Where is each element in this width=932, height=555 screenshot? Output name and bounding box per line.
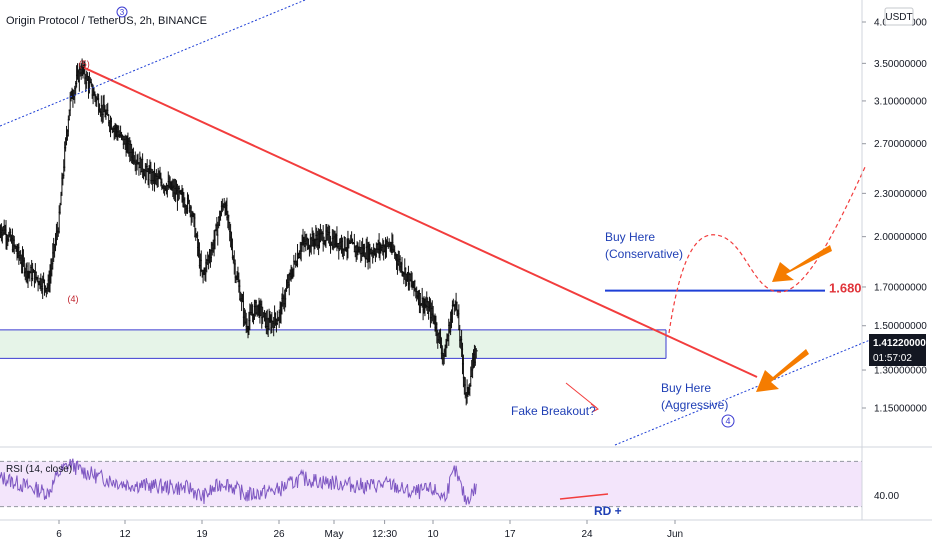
price-tick-label: 1.70000000	[874, 282, 927, 293]
orange-arrow-conservative	[772, 245, 832, 282]
rsi-divergence-label: RD +	[594, 504, 622, 518]
time-tick-label: 12	[119, 529, 131, 540]
time-tick-label: 6	[56, 529, 62, 540]
buy-aggressive-label-1: Buy Here	[661, 381, 711, 395]
currency-badge[interactable]	[884, 7, 914, 26]
price-tick-label: 1.15000000	[874, 404, 927, 415]
rsi-title: RSI (14, close)	[6, 464, 72, 475]
last-price-tag	[869, 334, 926, 366]
level-label: 1.680	[829, 281, 862, 296]
buy-aggressive-label-2: (Aggressive)	[661, 398, 728, 412]
wave-4-circle	[721, 414, 735, 428]
price-tick-label: 1.30000000	[874, 366, 927, 377]
annotations: Buy Here (Conservative) Buy Here (Aggressiv…	[68, 59, 862, 428]
price-bars	[0, 58, 478, 406]
time-axis[interactable]: 6 12 19 26 May 12:30 10 17 24 Jun	[0, 519, 932, 540]
rsi-tick-label: 40.00	[874, 491, 899, 502]
time-tick-label: 10	[427, 529, 439, 540]
time-tick-label: 26	[273, 529, 285, 540]
price-tick-label: 2.00000000	[874, 232, 927, 243]
currency-badge-label: USDT	[885, 12, 912, 23]
price-tick-label: 1.50000000	[874, 321, 927, 332]
rsi-divergence-line	[559, 493, 609, 500]
fake-breakout-line	[565, 382, 598, 409]
upper-channel-line	[0, 0, 306, 127]
buy-conservative-label-1: Buy Here	[605, 230, 655, 244]
countdown-value: 01:57:02	[873, 353, 912, 364]
wave-3-label: 3	[120, 8, 125, 17]
orange-arrow-aggressive	[756, 349, 809, 392]
time-tick-label: 24	[581, 529, 593, 540]
downtrend-line	[83, 66, 758, 378]
last-price-value: 1.41220000	[873, 338, 926, 349]
time-tick-label: May	[325, 529, 344, 540]
price-tick-label: 3.10000000	[874, 96, 927, 107]
chart-title: Origin Protocol / TetherUS, 2h, BINANCE	[6, 15, 207, 27]
price-tick-label: 2.30000000	[874, 189, 927, 200]
rsi-line	[0, 458, 477, 505]
wave-5-label: (5)	[79, 59, 90, 69]
price-tick-label: 2.70000000	[874, 139, 927, 150]
projection-path	[668, 164, 867, 334]
lower-channel-line	[614, 339, 871, 446]
wave-4-label: (4)	[68, 294, 79, 304]
fake-breakout-arrowhead	[590, 403, 599, 413]
time-tick-label: 17	[504, 529, 516, 540]
time-tick-label: 19	[196, 529, 208, 540]
rsi-pane: 40.00 RD +	[0, 446, 932, 518]
time-tick-label: 12:30	[372, 529, 397, 540]
wave-4-circle-label: 4	[725, 416, 730, 426]
price-axis[interactable]: 4.000000003.500000003.100000002.70000000…	[861, 0, 927, 520]
price-tick-label: 3.50000000	[874, 59, 927, 70]
trend-lines	[0, 0, 871, 446]
buy-conservative-label-2: (Conservative)	[605, 247, 683, 261]
time-tick-label: Jun	[667, 529, 683, 540]
support-zone	[0, 329, 667, 359]
fake-breakout-label: Fake Breakout?	[511, 404, 596, 418]
wave-3-circle	[116, 6, 128, 18]
support-zone-fill	[0, 329, 666, 359]
